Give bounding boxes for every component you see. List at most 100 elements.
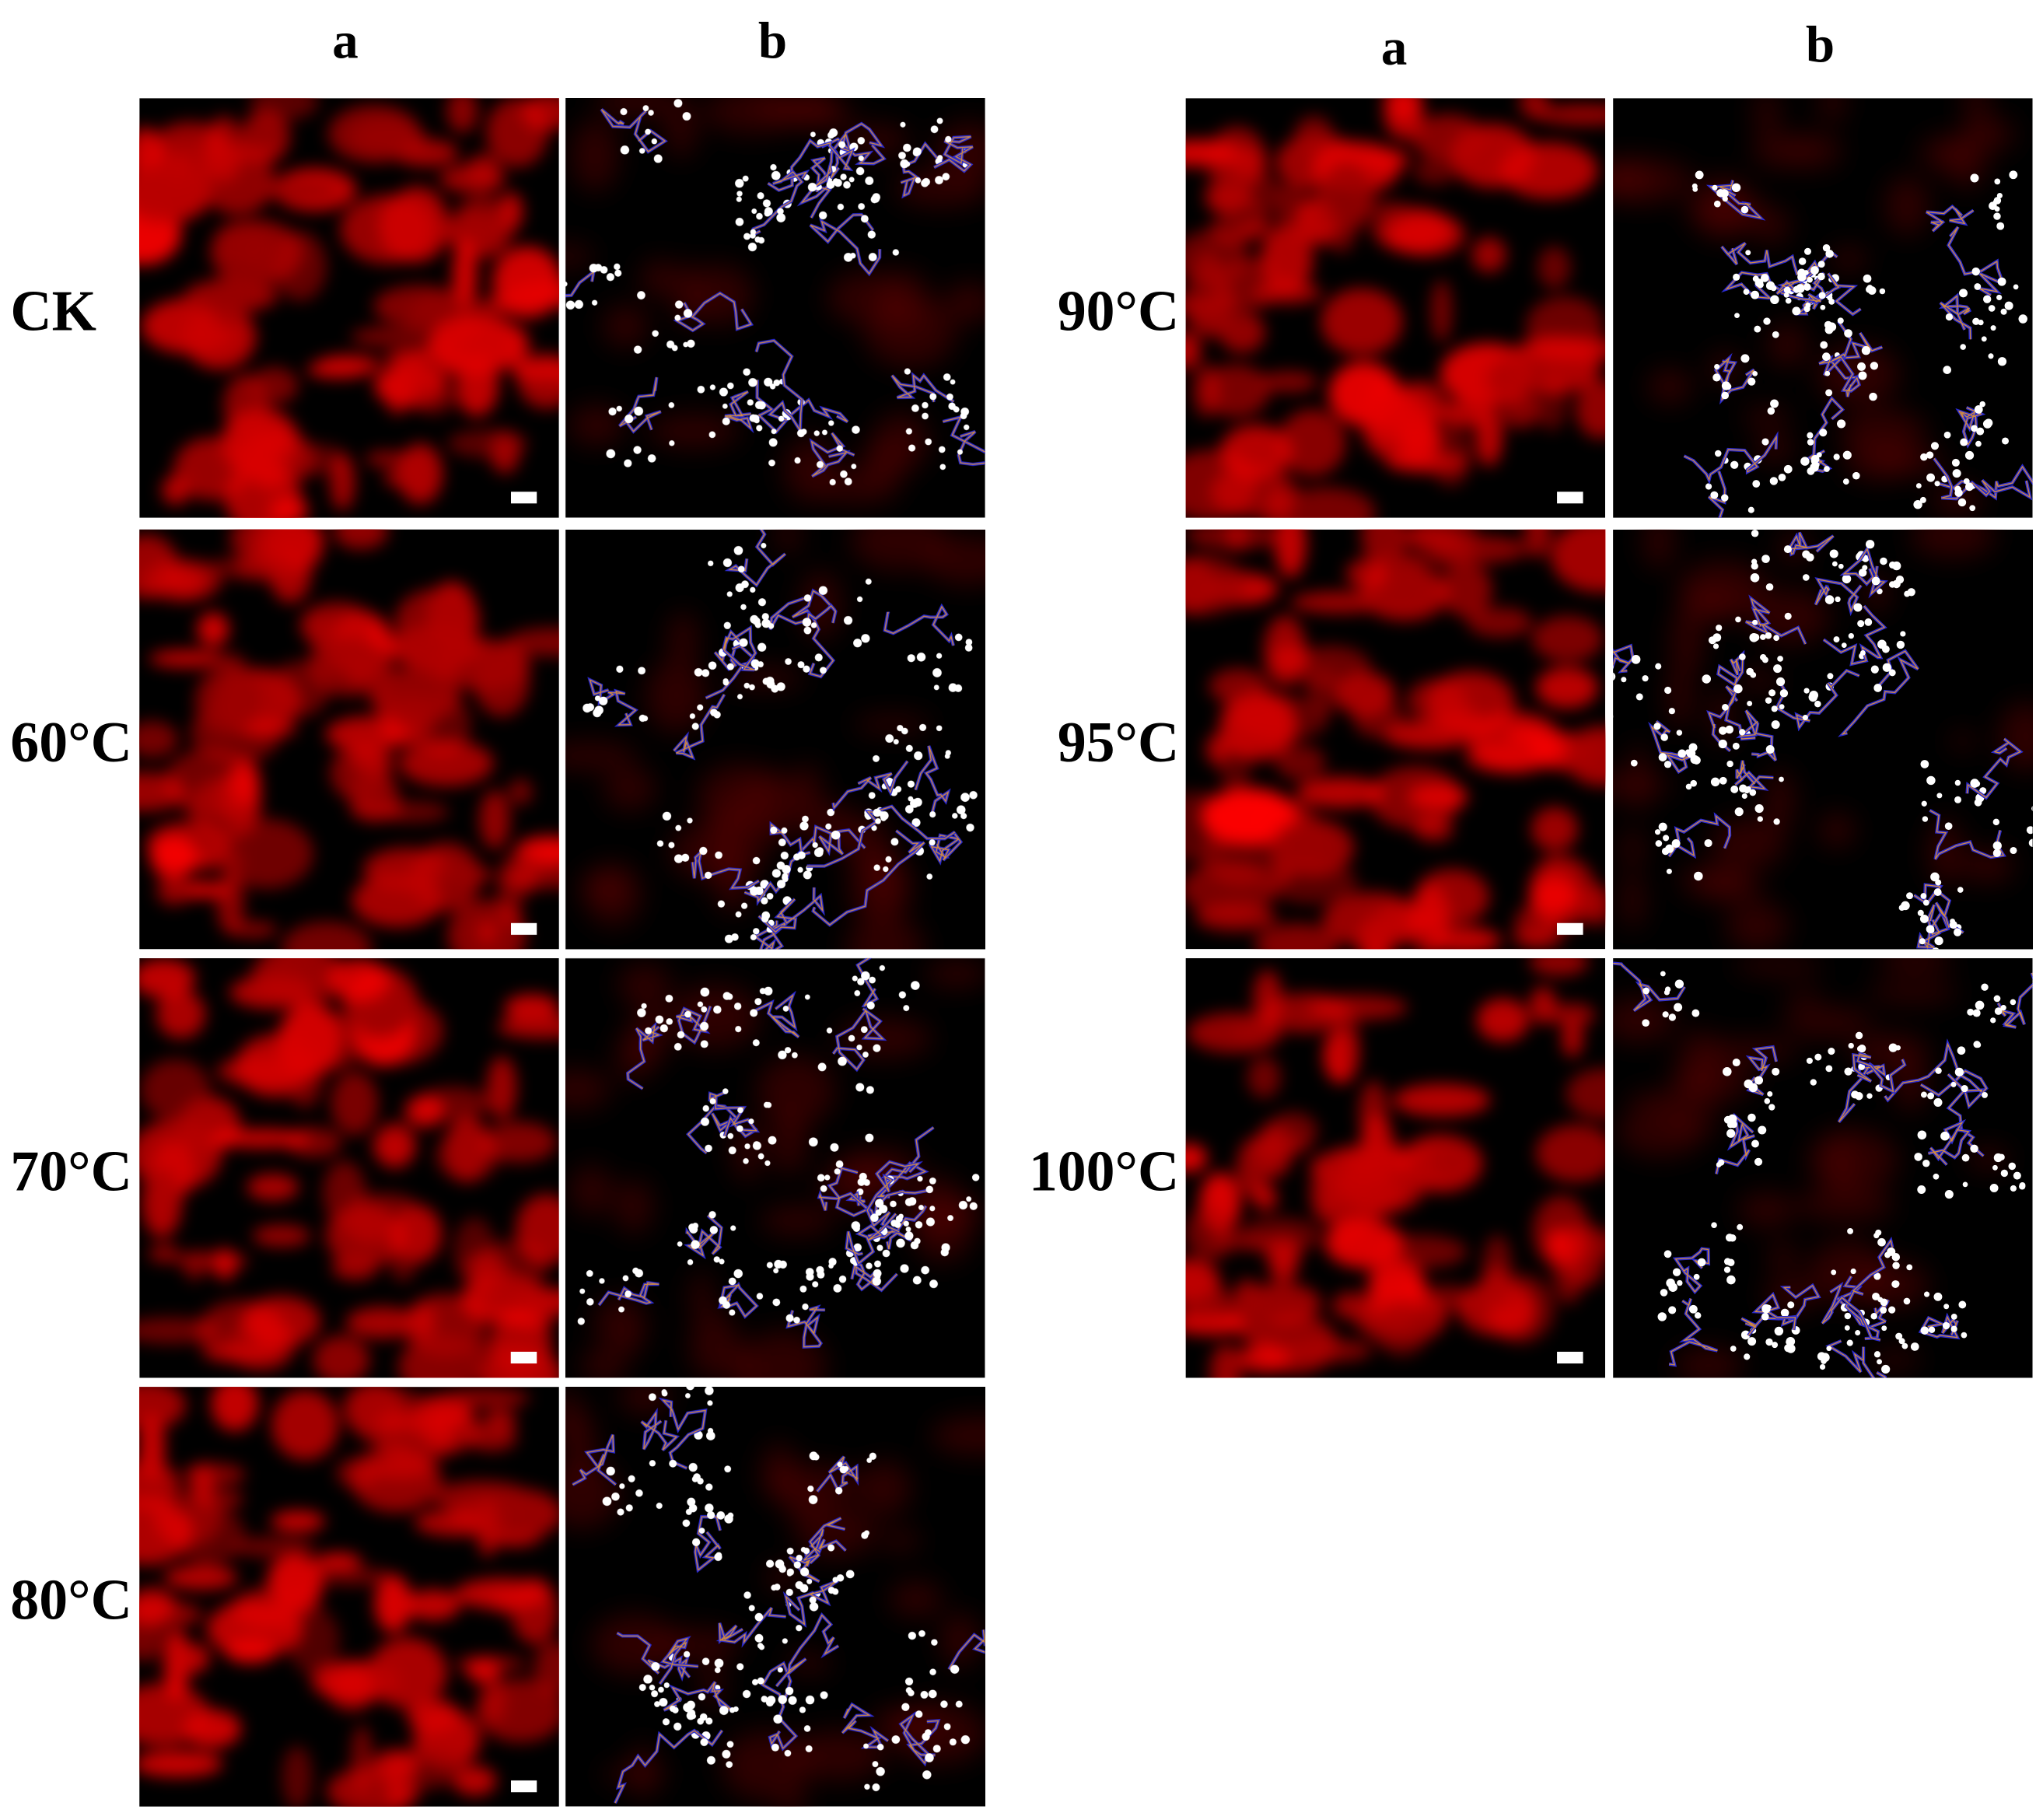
signal-blob <box>570 1164 612 1216</box>
signal-blob <box>161 475 190 506</box>
node-dot <box>803 594 812 602</box>
node-dot <box>1705 483 1712 490</box>
node-dot <box>673 854 684 863</box>
signal-blob <box>163 1565 238 1591</box>
signal-blob <box>827 271 907 325</box>
node-dot <box>1982 295 1992 303</box>
signal-blob <box>1910 529 1996 558</box>
node-dot <box>599 696 608 705</box>
node-dot <box>666 340 675 348</box>
outline-inner <box>1613 962 1685 1011</box>
node-dot <box>868 253 877 261</box>
node-dot <box>1733 273 1740 281</box>
node-dot <box>1807 467 1815 475</box>
node-dot <box>872 1761 879 1768</box>
node-dot <box>1921 800 1927 807</box>
node-dot <box>1964 482 1974 492</box>
node-dot <box>816 847 824 855</box>
signal-blob <box>345 1204 396 1242</box>
outline-inner <box>810 432 855 478</box>
node-dot <box>619 1483 625 1489</box>
outline-inner <box>785 1580 838 1626</box>
node-dot <box>565 300 575 310</box>
signal-blob <box>1319 161 1374 233</box>
fluorescence-image <box>139 98 559 518</box>
node-dot <box>915 1220 923 1229</box>
node-dot <box>2000 1005 2006 1011</box>
node-dot <box>1870 362 1879 370</box>
signal-blob <box>1476 998 1529 1042</box>
node-dot <box>681 853 690 862</box>
node-dot <box>860 215 869 223</box>
node-dot <box>1835 596 1841 603</box>
node-dot <box>1877 1297 1884 1303</box>
node-dot <box>1990 1017 1996 1024</box>
signal-blob <box>1346 558 1386 590</box>
signal-blob <box>1531 807 1578 852</box>
node-dot <box>705 1717 713 1725</box>
node-dot <box>1740 1330 1751 1340</box>
node-dot <box>873 808 882 817</box>
node-dot <box>722 992 731 1000</box>
signal-blob <box>1205 169 1282 213</box>
node-dot <box>586 1269 593 1277</box>
node-dot <box>898 152 906 159</box>
signal-blob <box>229 975 316 1010</box>
signal-blob <box>1620 872 1645 929</box>
node-dot <box>1844 1312 1852 1320</box>
node-dot <box>1734 807 1744 817</box>
signal-blob <box>794 1504 877 1559</box>
signal-blob <box>775 529 801 554</box>
signal-blob <box>173 1504 246 1566</box>
node-dot <box>940 1700 948 1708</box>
node-dot <box>2010 999 2017 1006</box>
node-dot <box>1694 871 1703 881</box>
node-dot <box>1737 1223 1744 1230</box>
signal-blob <box>216 1055 314 1087</box>
node-dot <box>1942 1321 1950 1330</box>
node-dot <box>1943 366 1951 374</box>
signal-blob <box>374 1574 412 1633</box>
red-signal <box>1185 529 1606 950</box>
node-dot <box>752 1039 760 1047</box>
node-dot <box>875 817 881 824</box>
node-dot <box>1677 1279 1683 1286</box>
node-dot <box>852 1224 860 1232</box>
signal-blob <box>1253 1185 1278 1211</box>
node-dot <box>642 105 649 111</box>
node-dot <box>1767 1090 1773 1097</box>
signal-blob <box>140 1059 211 1121</box>
node-dot <box>863 1743 869 1749</box>
node-dot <box>700 1021 709 1031</box>
node-dot <box>701 1657 710 1665</box>
node-dot <box>952 813 958 819</box>
node-dot <box>751 208 757 214</box>
node-dot <box>870 1213 879 1222</box>
node-dot <box>844 253 853 262</box>
node-dot <box>1960 438 1968 446</box>
node-dot <box>736 1125 743 1132</box>
node-dot <box>866 1001 875 1010</box>
node-dot <box>950 1664 960 1674</box>
node-dot <box>829 128 838 138</box>
node-dot <box>1694 1312 1702 1319</box>
node-dot <box>873 1044 881 1052</box>
signal-blob <box>1485 355 1548 404</box>
signal-blob <box>1535 104 1606 126</box>
node-dot <box>606 449 616 459</box>
node-dot <box>1969 505 1976 512</box>
node-dot <box>903 143 911 152</box>
node-dot <box>1996 222 2005 230</box>
node-dot <box>781 827 788 834</box>
node-dot <box>614 269 622 277</box>
node-dot <box>2010 846 2017 855</box>
node-dot <box>1773 635 1780 642</box>
fluorescence-image <box>139 529 559 950</box>
node-dot <box>1945 313 1954 321</box>
node-dot <box>885 734 894 743</box>
node-dot <box>874 1260 881 1268</box>
outline-inner <box>755 993 799 1038</box>
node-dot <box>820 1185 827 1192</box>
node-dot <box>642 715 649 722</box>
node-dot <box>969 791 978 800</box>
